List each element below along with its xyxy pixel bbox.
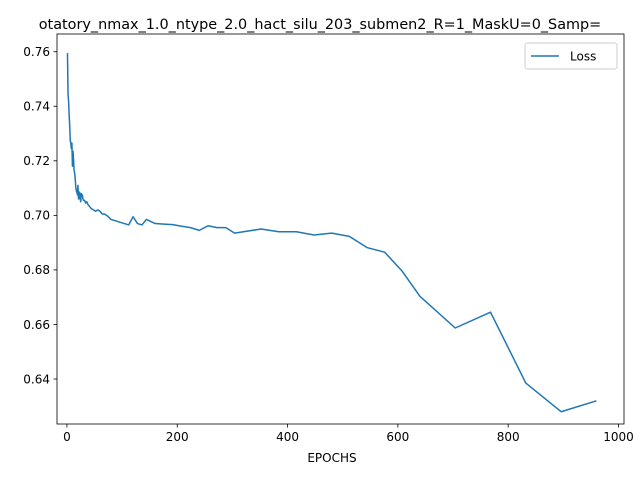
y-tick-label: 0.74 [23,100,50,114]
axes-frame [56,33,625,425]
x-tick-label: 1000 [603,430,634,444]
y-tick-label: 0.72 [23,154,50,168]
y-tick-label: 0.70 [23,209,50,223]
legend-box [524,42,618,70]
x-tick-label: 600 [386,430,409,444]
x-tick-label: 0 [63,430,71,444]
y-tick-label: 0.68 [23,263,50,277]
chart-title: otatory_nmax_1.0_ntype_2.0_hact_silu_203… [39,17,601,33]
x-tick-label: 400 [276,430,299,444]
y-tick-label: 0.64 [23,372,50,386]
y-tick-label: 0.76 [23,45,50,59]
x-tick-label: 200 [166,430,189,444]
x-tick-label: 800 [497,430,520,444]
plot-area: 0 200 400 600 800 1000 0.64 0.66 0.68 0.70 0.72 0.7… [23,33,634,444]
x-axis-label: EPOCHS [307,451,356,465]
legend-entry-label: Loss [570,49,596,63]
y-tick-label: 0.66 [23,318,50,332]
legend: Loss [524,42,618,70]
series-line-0 [66,53,597,413]
